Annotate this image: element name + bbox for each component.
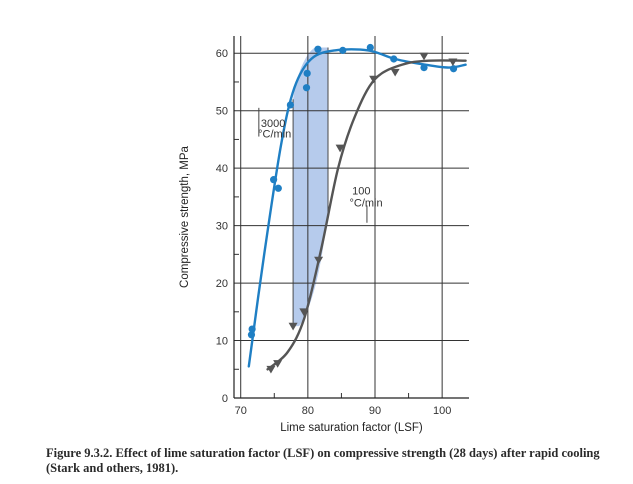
data-point: [288, 322, 298, 331]
series-label-line: °C/min: [349, 198, 382, 210]
data-point: [302, 84, 311, 92]
data-point: [247, 331, 256, 339]
data-point: [419, 52, 429, 61]
y-tick-label: 10: [216, 336, 228, 348]
data-point: [248, 325, 256, 333]
x-tick-label: 70: [235, 405, 247, 417]
y-tick-label: 0: [222, 393, 228, 405]
data-point: [303, 69, 311, 77]
series-label-line: 3000: [261, 118, 285, 130]
y-tick-label: 60: [216, 48, 228, 60]
data-point: [266, 365, 276, 374]
x-tick-label: 100: [433, 405, 451, 417]
x-axis-title: Lime saturation factor (LSF): [280, 422, 423, 434]
data-point: [314, 256, 324, 265]
figure-caption: Figure 9.3.2. Effect of lime saturation …: [46, 446, 600, 475]
y-tick-label: 40: [216, 163, 228, 175]
x-tick-label: 90: [369, 405, 381, 417]
y-tick-label: 50: [216, 106, 228, 118]
data-point: [274, 184, 282, 192]
data-point: [448, 58, 458, 67]
data-point: [366, 43, 374, 52]
data-point: [390, 55, 398, 63]
data-point: [270, 176, 278, 184]
y-axis-title: Compressive strength, MPa: [179, 145, 191, 287]
x-tick-label: 80: [302, 405, 314, 417]
data-point: [449, 65, 458, 73]
data-point: [390, 68, 400, 77]
y-tick-label: 20: [216, 278, 228, 290]
series-curve-0: [247, 48, 467, 368]
y-tick-label: 30: [216, 221, 228, 233]
data-point: [314, 45, 322, 53]
data-point: [299, 308, 309, 317]
series-label-line: 100: [352, 186, 370, 198]
data-point: [335, 144, 345, 153]
series-label-line: °C/min: [258, 129, 291, 141]
data-point: [286, 101, 294, 109]
data-point: [420, 64, 428, 72]
data-point: [339, 46, 347, 54]
series-curve-1: [266, 59, 467, 371]
data-point: [369, 75, 379, 84]
shaded-band: [293, 47, 328, 327]
data-point: [273, 360, 283, 368]
